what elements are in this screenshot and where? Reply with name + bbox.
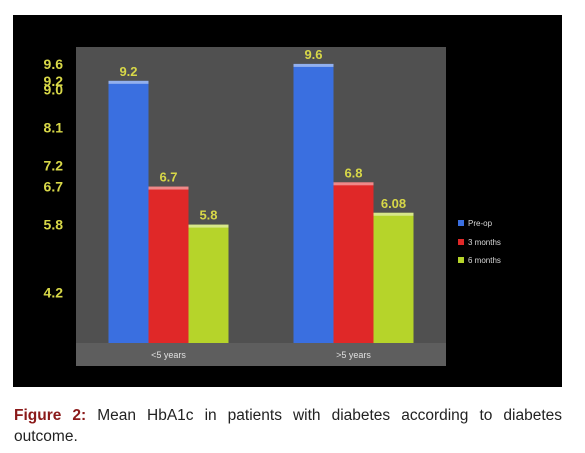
- chart-panel: 9.6 9.2 9.0 8.1 7.2 6.7 5.8 4.2 9.2 6.7 5.8 <5 year…: [13, 15, 562, 387]
- bar-3_months: [148, 186, 189, 343]
- y-tick-label: 9.6: [44, 56, 64, 72]
- figure-caption: Figure 2: Mean HbA1c in patients with di…: [14, 405, 562, 447]
- bar-highlight: [148, 186, 189, 190]
- legend-swatch: [458, 220, 464, 226]
- y-tick-label: 8.1: [44, 119, 64, 135]
- legend-label: 6 months: [468, 256, 501, 265]
- bar-6_months: [188, 224, 229, 343]
- bar-chart: 9.69.29.08.17.26.75.84.29.26.75.8<5 year…: [44, 47, 501, 366]
- bar-6_months: [373, 212, 414, 343]
- bar-highlight: [333, 182, 374, 186]
- y-tick-label: 6.7: [44, 179, 64, 195]
- legend-swatch: [458, 239, 464, 245]
- y-tick-label: 9.0: [44, 81, 64, 97]
- data-label: 6.8: [344, 165, 362, 180]
- y-tick-label: 9.2: [44, 73, 64, 89]
- y-tick-label: 4.2: [44, 284, 64, 300]
- legend-label: 3 months: [468, 238, 501, 247]
- y-tick-label: 5.8: [44, 217, 64, 233]
- bar-pre_op: [108, 80, 149, 343]
- data-label: 5.8: [199, 208, 217, 223]
- y-tick-label: 7.2: [44, 157, 64, 173]
- bar-highlight: [188, 224, 229, 228]
- data-label: 9.6: [304, 47, 322, 62]
- figure-caption-text: Mean HbA1c in patients with diabetes acc…: [14, 407, 563, 445]
- data-label: 6.08: [381, 196, 406, 211]
- bar-pre_op: [293, 63, 334, 344]
- legend-label: Pre-op: [468, 219, 493, 228]
- data-label: 6.7: [159, 170, 177, 185]
- x-tick-label: >5 years: [336, 350, 371, 360]
- bar-3_months: [333, 182, 374, 343]
- legend-swatch: [458, 257, 464, 263]
- bar-highlight: [293, 63, 334, 67]
- x-tick-label: <5 years: [151, 350, 186, 360]
- bar-highlight: [108, 80, 149, 84]
- bar-highlight: [373, 212, 414, 216]
- data-label: 9.2: [119, 64, 137, 79]
- x-axis-band: [76, 343, 446, 366]
- figure-label: Figure 2:: [14, 407, 87, 424]
